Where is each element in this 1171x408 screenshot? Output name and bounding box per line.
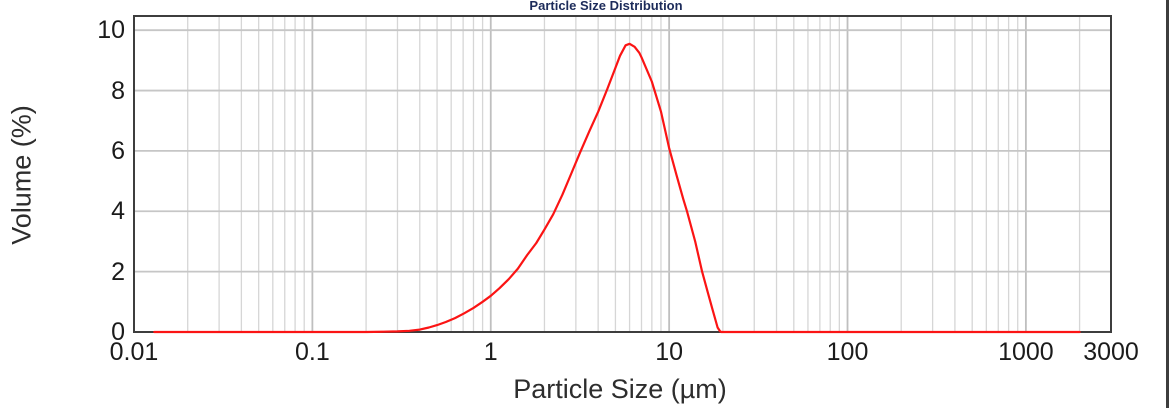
x-axis-title: Particle Size (µm) <box>513 374 727 404</box>
x-tick-label: 100 <box>826 338 869 366</box>
x-tick-label: 1 <box>483 338 498 366</box>
plot-frame <box>133 15 1112 333</box>
volume-distribution-curve <box>153 42 1081 334</box>
x-tick-label: 0.01 <box>109 338 159 366</box>
y-tick-label: 10 <box>97 16 125 45</box>
y-tick-label: 2 <box>111 257 125 286</box>
x-tick-label: 10 <box>655 338 684 366</box>
y-tick-label: 6 <box>111 136 125 165</box>
x-tick-label: 0.1 <box>294 338 330 366</box>
y-tick-label: 0 <box>111 318 125 346</box>
chart-title: Particle Size Distribution <box>529 0 683 13</box>
x-tick-label: 1000 <box>998 338 1054 366</box>
y-tick-label: 4 <box>111 197 125 226</box>
plot-area <box>133 15 1112 334</box>
y-axis-title: Volume (%) <box>6 105 37 245</box>
distribution-curve-svg <box>133 15 1112 334</box>
y-tick-label: 8 <box>111 76 125 105</box>
page-right-border-line <box>1166 0 1169 408</box>
x-tick-label: 3000 <box>1083 338 1139 366</box>
